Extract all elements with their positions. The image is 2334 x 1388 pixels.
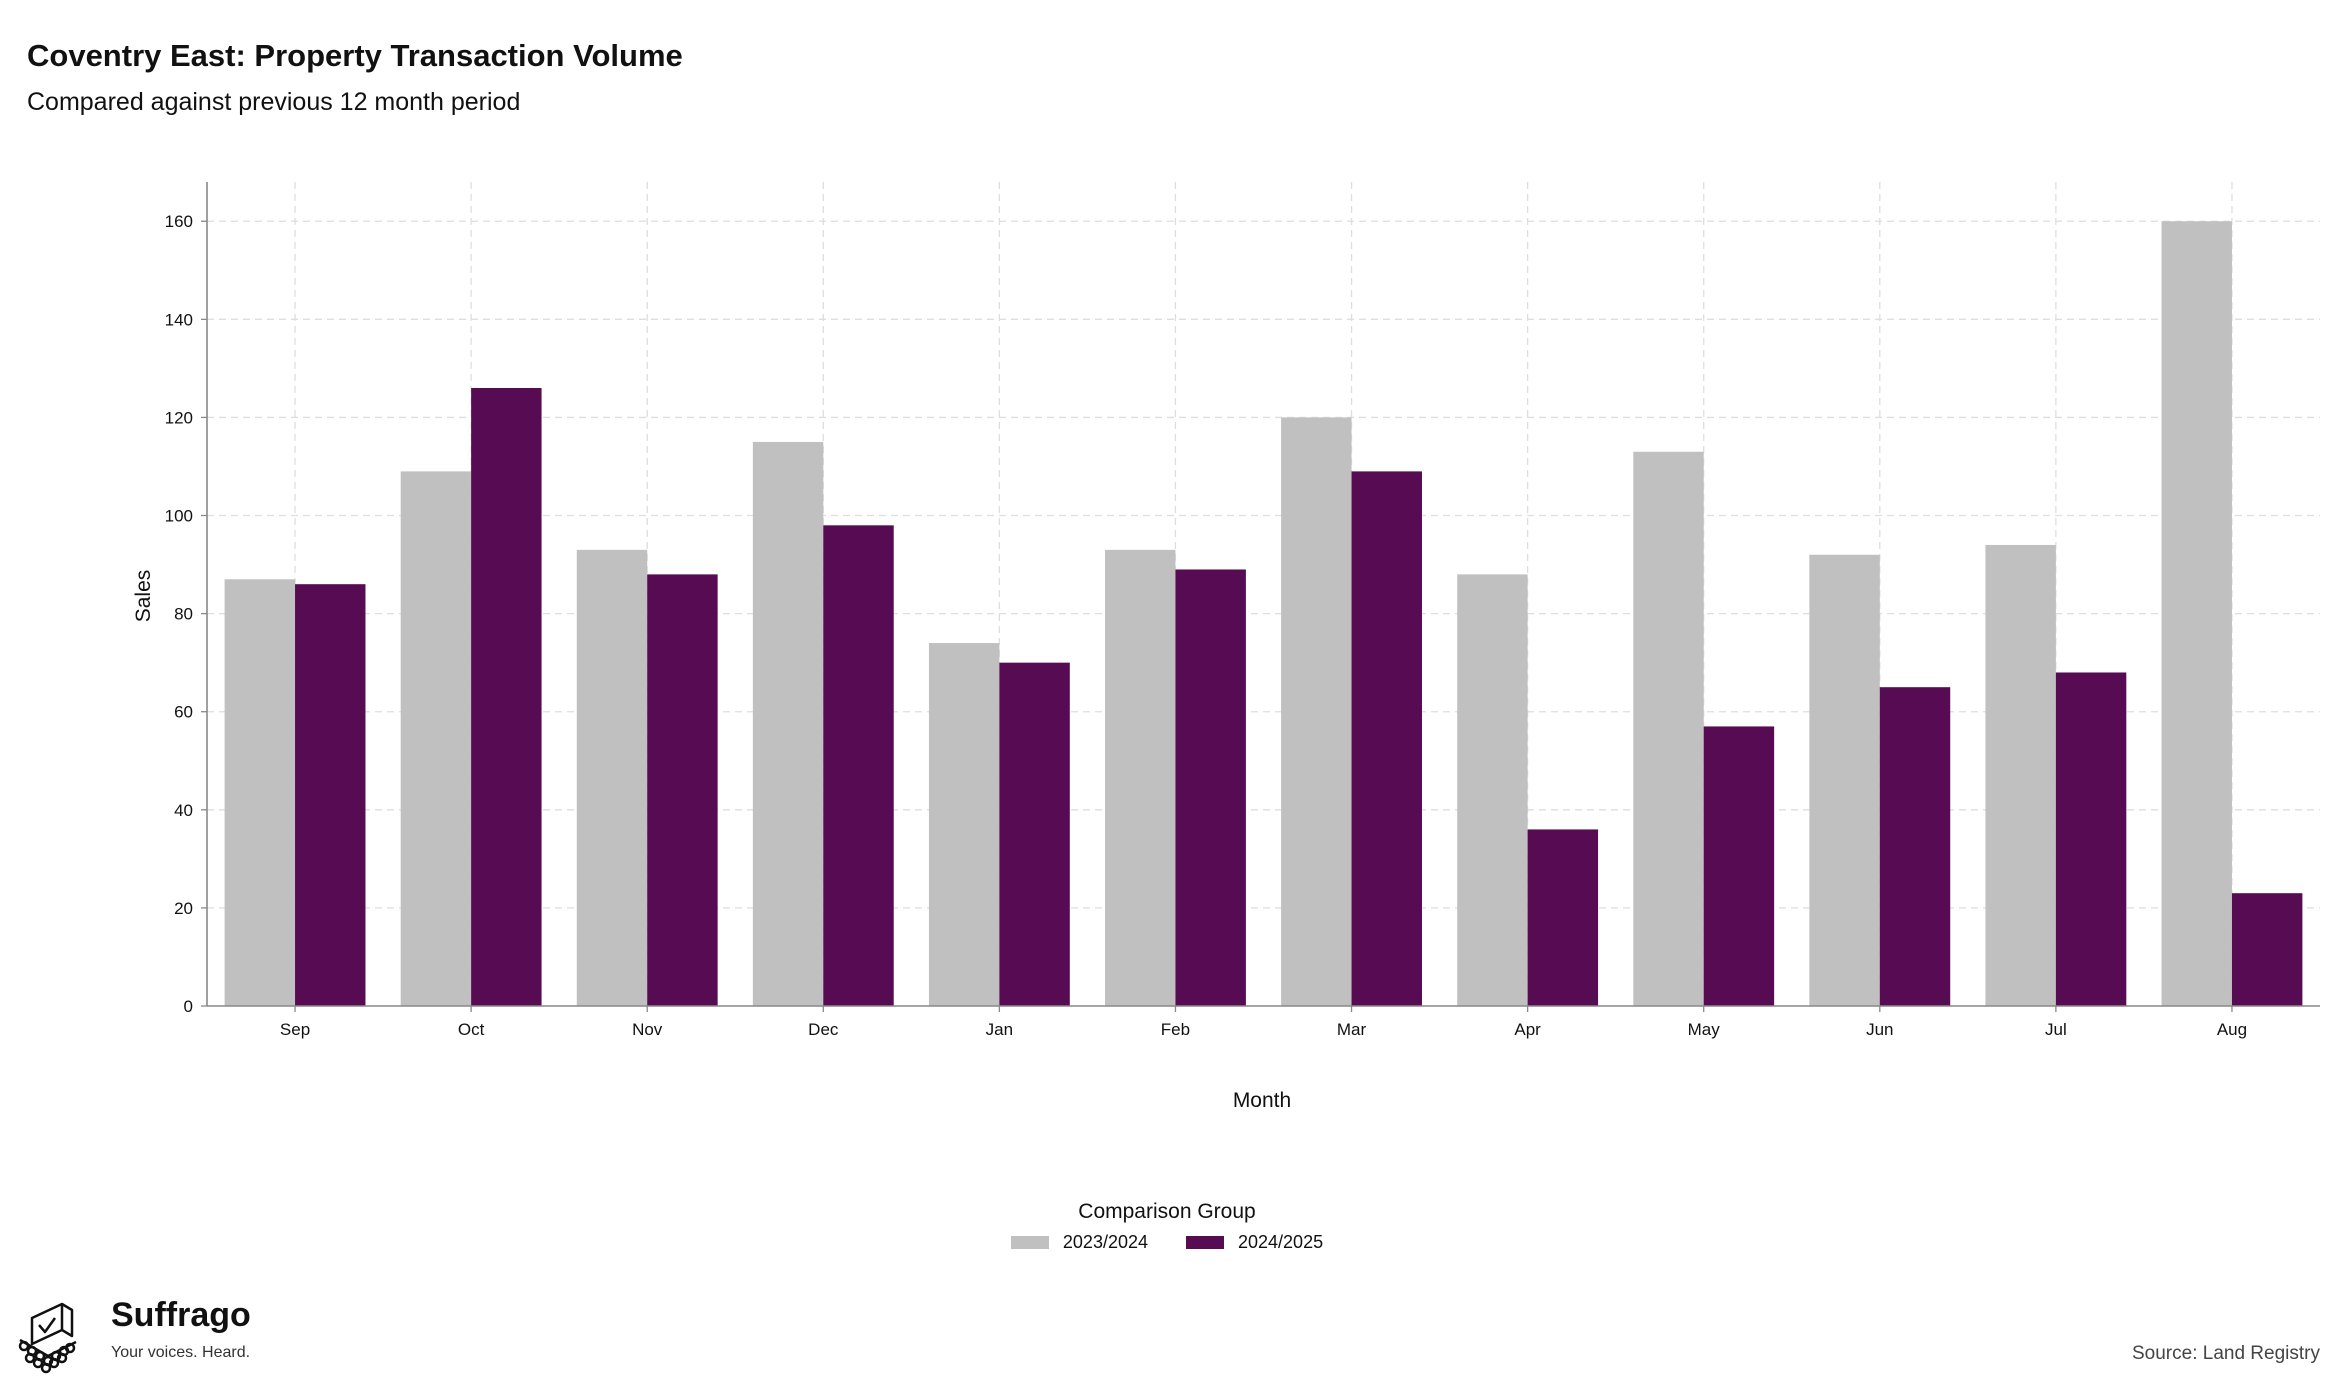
bar-2023-2024-jan xyxy=(928,643,1000,1006)
x-tick-label: Dec xyxy=(808,1020,839,1039)
bar-2023-2024-nov xyxy=(576,549,648,1006)
bar-2023-2024-feb xyxy=(1105,549,1176,1006)
y-tick-label: 160 xyxy=(165,212,193,231)
ballot-box-icon xyxy=(18,1302,77,1374)
x-tick-label: Jan xyxy=(986,1020,1013,1039)
legend-label-2024-2025: 2024/2025 xyxy=(1238,1232,1324,1252)
y-tick-label: 80 xyxy=(174,605,193,624)
bar-2024-2025-sep xyxy=(295,584,366,1006)
bar-2023-2024-may xyxy=(1633,451,1704,1006)
legend: Comparison Group 2023/2024 2024/2025 xyxy=(0,1200,2334,1253)
legend-swatch-2023-2024 xyxy=(1010,1236,1049,1249)
y-tick-label: 20 xyxy=(174,899,193,918)
legend-item-2024-2025: 2024/2025 xyxy=(1186,1232,1323,1253)
bar-chart: 0 20 40 60 80 100 120 140 160 Sep Oct Nov Dec Jan Feb M… xyxy=(132,182,2320,1112)
bar-2023-2024-sep xyxy=(224,579,296,1006)
bar-2023-2024-jun xyxy=(1809,554,1880,1006)
y-tick-label: 60 xyxy=(174,703,193,722)
logo-tagline: Your voices. Heard. xyxy=(111,1344,251,1361)
bar-2023-2024-aug xyxy=(2161,221,2232,1006)
legend-title: Comparison Group xyxy=(1078,1200,1256,1223)
y-tick-label: 140 xyxy=(165,310,193,329)
x-tick-label: Mar xyxy=(1337,1020,1367,1039)
chart-subtitle: Compared against previous 12 month perio… xyxy=(27,88,521,116)
source-note: Source: Land Registry xyxy=(2132,1343,2320,1364)
bar-2024-2025-oct xyxy=(471,388,542,1006)
bar-2023-2024-apr xyxy=(1457,574,1528,1006)
legend-label-2023-2024: 2023/2024 xyxy=(1062,1232,1148,1252)
bar-2024-2025-jun xyxy=(1879,687,1951,1006)
x-tick-label: Jul xyxy=(2045,1020,2067,1039)
chart-title: Coventry East: Property Transaction Volu… xyxy=(27,38,683,73)
x-axis-title: Month xyxy=(1233,1089,1291,1112)
bar-2024-2025-jan xyxy=(999,662,1070,1006)
x-tick-label: May xyxy=(1688,1020,1721,1039)
y-tick-label: 120 xyxy=(165,408,193,427)
bar-2023-2024-jul xyxy=(1985,544,2056,1006)
bar-2023-2024-mar xyxy=(1281,417,1352,1006)
legend-swatch-2024-2025 xyxy=(1186,1236,1224,1249)
logo-name: Suffrago xyxy=(111,1296,251,1334)
bar-2024-2025-mar xyxy=(1351,471,1422,1006)
x-tick-label: Feb xyxy=(1161,1020,1190,1039)
y-tick-label: 100 xyxy=(165,507,193,526)
legend-item-2023-2024: 2023/2024 xyxy=(1010,1232,1148,1253)
y-tick-label: 40 xyxy=(174,801,193,820)
bar-2024-2025-apr xyxy=(1527,829,1599,1006)
x-tick-label: Nov xyxy=(632,1020,663,1039)
bar-2024-2025-feb xyxy=(1175,569,1246,1006)
suffrago-logo: Suffrago Your voices. Heard. xyxy=(14,1290,264,1380)
y-tick-label: 0 xyxy=(184,997,193,1016)
x-tick-label: Apr xyxy=(1514,1020,1541,1039)
x-tick-label: Oct xyxy=(458,1020,485,1039)
bar-2023-2024-oct xyxy=(400,471,472,1006)
bar-2024-2025-jul xyxy=(2055,672,2127,1006)
bar-2023-2024-dec xyxy=(752,441,824,1006)
x-tick-label: Aug xyxy=(2217,1020,2247,1039)
bar-2024-2025-dec xyxy=(823,525,894,1006)
axes: 0 20 40 60 80 100 120 140 160 Sep Oct Nov Dec Jan Feb M… xyxy=(165,182,2320,1039)
x-tick-label: Sep xyxy=(280,1020,310,1039)
bars xyxy=(224,221,2303,1006)
y-axis-title: Sales xyxy=(132,570,155,623)
bar-2024-2025-aug xyxy=(2231,893,2303,1006)
bar-2024-2025-may xyxy=(1703,726,1775,1006)
bar-2024-2025-nov xyxy=(647,574,718,1006)
x-tick-label: Jun xyxy=(1866,1020,1893,1039)
